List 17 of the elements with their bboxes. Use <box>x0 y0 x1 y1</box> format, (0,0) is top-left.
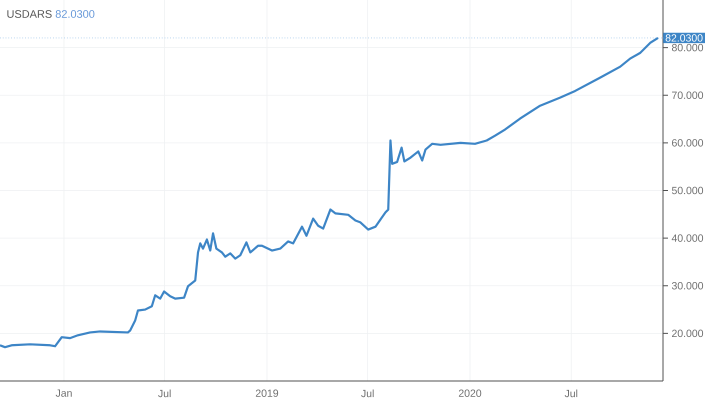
y-tick-label: 50.000 <box>672 186 704 194</box>
y-tick-label: 70.000 <box>672 92 704 99</box>
ref-line-label: 82.0300 <box>666 34 703 42</box>
y-tick-label: 40.000 <box>672 234 704 242</box>
y-tick-label: 80.000 <box>672 44 704 52</box>
x-tick-label: 2019 <box>256 390 278 397</box>
x-tick-label: 2020 <box>458 390 482 397</box>
x-tick-label: Jul <box>158 390 171 398</box>
x-tick-label: Jul <box>564 390 578 398</box>
y-tick-label: 60.000 <box>672 139 704 147</box>
x-tick-label: Jan <box>56 390 72 397</box>
y-tick-label: 20.000 <box>672 330 704 338</box>
text: 82.0300 <box>56 10 94 18</box>
line-series <box>0 36 660 348</box>
y-tick-label: 30.000 <box>672 282 704 290</box>
text: USDARS <box>7 10 52 18</box>
x-tick-label: Jul <box>361 390 374 398</box>
